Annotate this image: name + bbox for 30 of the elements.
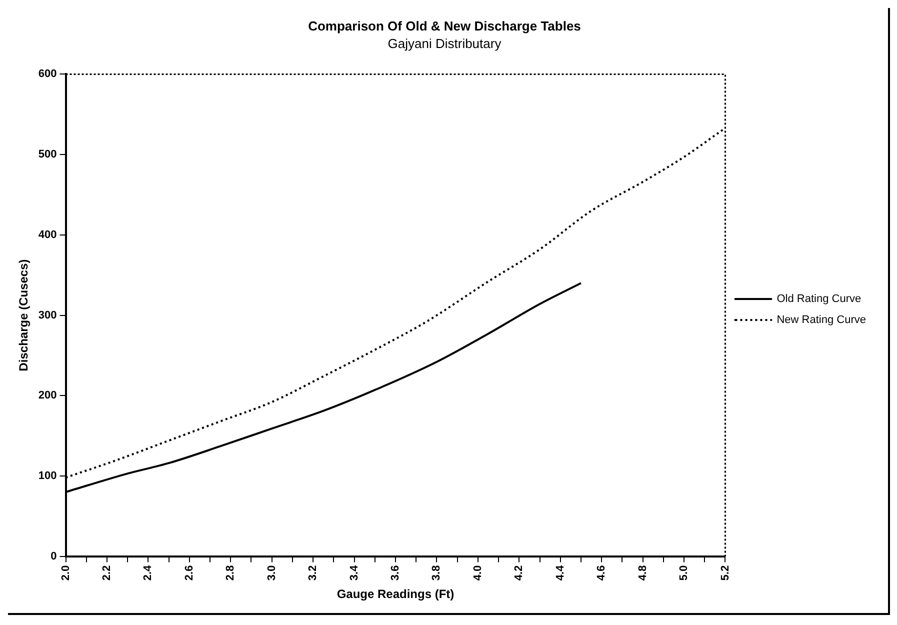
y-axis-title: Discharge (Cusecs) <box>16 259 31 372</box>
x-tick-label: 4.0 <box>472 565 484 581</box>
x-tick-label: 2.0 <box>60 565 72 581</box>
legend-label: Old Rating Curve <box>776 293 862 306</box>
x-tick-label: 2.6 <box>183 565 196 581</box>
x-tick-label: 2.8 <box>224 565 237 581</box>
y-tick-label: 100 <box>38 470 57 482</box>
x-tick-label: 3.4 <box>348 564 360 581</box>
x-tick-label: 4.8 <box>636 565 649 581</box>
y-tick-label: 200 <box>38 390 57 402</box>
y-tick-label: 500 <box>38 148 57 161</box>
x-tick-label: 5.2 <box>719 565 732 581</box>
y-tick-label: 300 <box>38 309 57 322</box>
x-tick-label: 3.2 <box>307 565 320 581</box>
x-tick-label: 2.2 <box>101 565 113 581</box>
x-tick-label: 4.2 <box>513 565 526 581</box>
y-tick-label: 0 <box>50 550 57 562</box>
chart-subtitle: Gajyani Distributary <box>388 36 502 51</box>
x-tick-label: 4.4 <box>554 564 566 581</box>
x-tick-label: 2.4 <box>142 564 154 581</box>
x-tick-label: 4.6 <box>596 565 608 581</box>
y-tick-label: 400 <box>38 228 57 241</box>
y-tick-label: 600 <box>38 68 57 80</box>
chart-title: Comparison Of Old & New Discharge Tables <box>308 18 581 34</box>
x-tick-label: 5.0 <box>678 565 690 581</box>
x-tick-label: 3.8 <box>430 565 443 581</box>
legend-label: New Rating Curve <box>776 314 866 326</box>
x-tick-label: 3.6 <box>390 565 402 581</box>
x-axis-title: Gauge Readings (Ft) <box>336 587 454 602</box>
x-tick-label: 3.0 <box>266 565 278 581</box>
